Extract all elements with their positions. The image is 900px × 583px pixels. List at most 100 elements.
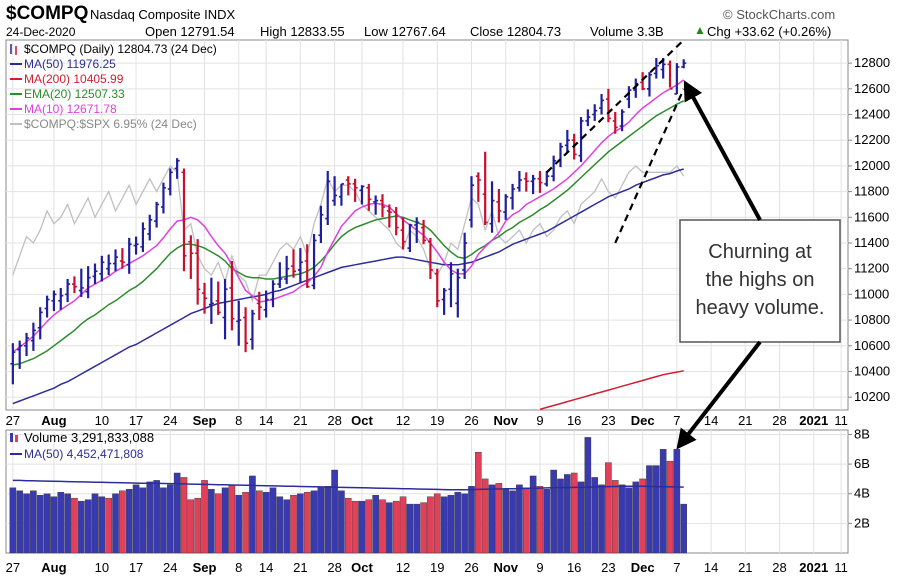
volume-bar — [420, 502, 427, 554]
volume-bar — [468, 486, 475, 554]
ohlc-bar — [427, 237, 433, 279]
volume-bar — [495, 483, 503, 554]
volume-bar — [331, 469, 338, 554]
ohlc-bar — [229, 260, 235, 331]
trend-channel-lower — [614, 88, 685, 244]
ohlc-bar — [99, 255, 105, 282]
volume-bar — [372, 495, 379, 554]
x-axis-label-bottom: 24 — [163, 560, 177, 575]
ohlc-bar — [482, 151, 488, 225]
legend-vol-ma50: MA(50) 4,452,471,808 — [24, 447, 144, 461]
ohlc-bar — [51, 290, 57, 312]
volume-bar — [611, 480, 619, 554]
volume-bar — [413, 503, 421, 554]
volume-bar — [16, 490, 23, 554]
ohlc-bar — [366, 183, 372, 211]
ohlc-bar — [119, 248, 125, 269]
volume-bar — [433, 493, 441, 554]
volume-bar — [564, 474, 571, 554]
ohlc-bar — [393, 207, 399, 236]
volume-bar — [297, 493, 304, 554]
legend-volume-swatch-down — [15, 435, 18, 442]
price-axis-label: 11600 — [854, 209, 889, 224]
ohlc-bar — [516, 171, 522, 192]
ohlc-bar — [24, 332, 30, 357]
legend-volume: Volume 3,291,833,088 — [24, 430, 154, 445]
volume-bar — [536, 486, 544, 554]
volume-bar — [502, 489, 510, 554]
volume-bar — [406, 503, 414, 554]
header-change: Chg +33.62 (+0.26%) — [707, 24, 832, 39]
ohlc-bar — [592, 104, 598, 121]
x-axis-label: 11 — [834, 413, 848, 428]
ohlc-bar — [71, 276, 77, 294]
x-axis-label-bottom: 8 — [235, 560, 242, 575]
volume-bar — [646, 465, 653, 554]
volume-bar — [577, 481, 585, 554]
ohlc-bar — [202, 282, 208, 314]
stockcharts-credit: © StockCharts.com — [723, 7, 836, 22]
ohlc-bar — [236, 300, 242, 346]
volume-bar — [543, 489, 551, 554]
ma50-line — [12, 168, 684, 405]
ohlc-bar — [160, 182, 166, 214]
ohlc-bar — [667, 60, 673, 90]
volume-bar — [570, 472, 578, 554]
price-axis-label: 11000 — [854, 286, 889, 301]
x-axis-label-bottom: 27 — [6, 560, 20, 575]
volume-bar — [461, 493, 468, 554]
volume-bar — [529, 475, 537, 554]
x-axis-label-bottom: 26 — [464, 560, 478, 575]
ohlc-bar — [448, 262, 454, 308]
price-axis-label: 12600 — [854, 81, 890, 96]
volume-bar — [201, 480, 208, 554]
x-axis-label: 12 — [396, 413, 410, 428]
ohlc-bar — [653, 57, 659, 79]
x-axis-label: 27 — [6, 413, 20, 428]
ohlc-bar — [58, 287, 64, 310]
volume-bar — [557, 478, 564, 554]
volume-bar — [379, 499, 386, 554]
ohlc-bar — [462, 232, 468, 279]
volume-bar — [386, 502, 393, 554]
ohlc-bar — [605, 88, 611, 123]
ohlc-bar — [585, 109, 591, 127]
volume-bar — [358, 500, 366, 554]
ohlc-bar — [208, 277, 214, 324]
volume-bar — [194, 497, 201, 554]
x-axis-label-bottom: 23 — [601, 560, 615, 575]
x-axis-label: 14 — [259, 413, 273, 428]
ohlc-bar — [154, 201, 160, 228]
ohlc-bar — [359, 185, 365, 205]
volume-axis-label: 2B — [854, 515, 870, 530]
volume-bar — [23, 493, 30, 554]
volume-bar — [338, 490, 345, 554]
ohlc-bar — [291, 249, 297, 278]
ohlc-bar — [551, 155, 557, 182]
price-axis-label: 12800 — [854, 55, 890, 70]
ohlc-bar — [455, 268, 461, 318]
ohlc-bar — [578, 117, 584, 163]
ohlc-bar — [537, 171, 543, 193]
volume-bar — [125, 489, 133, 554]
volume-bar — [481, 478, 489, 554]
volume-bar — [228, 484, 236, 554]
x-axis-label-bottom: 28 — [327, 560, 341, 575]
header-date: 24-Dec-2020 — [6, 25, 76, 39]
x-axis-label-bottom: 14 — [704, 560, 718, 575]
x-axis-label: 24 — [163, 413, 177, 428]
header-volume: Volume 3.3B — [590, 24, 664, 39]
ohlc-bar — [311, 233, 317, 290]
volume-bar — [659, 449, 667, 554]
volume-bar — [256, 490, 263, 554]
volume-bar — [598, 484, 605, 554]
volume-bar — [488, 484, 496, 554]
ohlc-bar — [503, 194, 509, 220]
ohlc-bar — [325, 171, 331, 225]
x-axis-label: 17 — [129, 413, 143, 428]
volume-bar — [509, 490, 516, 554]
x-axis-label-bottom: 21 — [293, 560, 307, 575]
x-axis-label-bottom: 21 — [738, 560, 752, 575]
legend-ema20: EMA(20) 12507.33 — [24, 87, 125, 101]
ohlc-bar — [660, 57, 666, 79]
